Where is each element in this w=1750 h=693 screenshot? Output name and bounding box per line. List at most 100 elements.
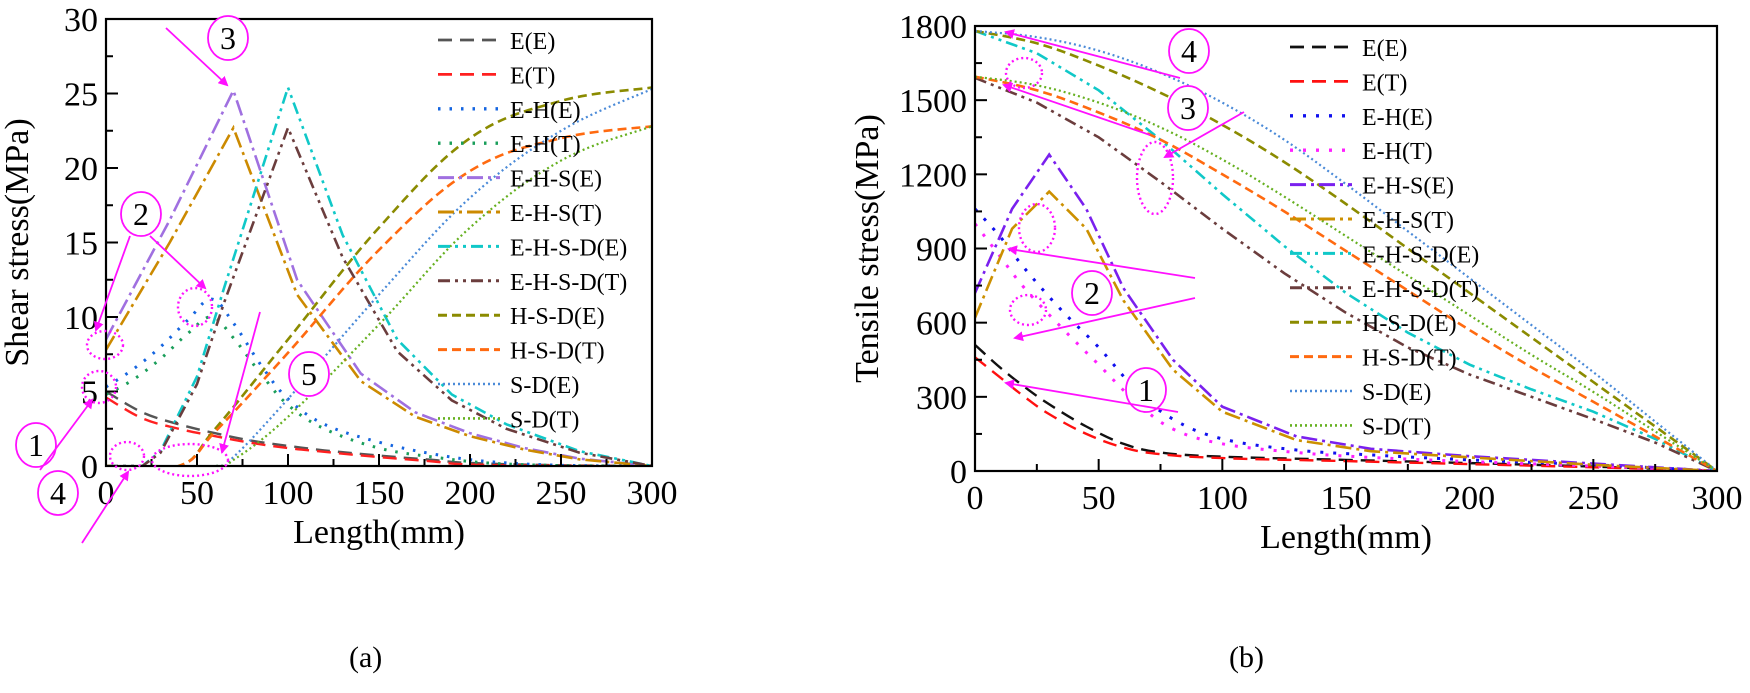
annotation-arrow — [1002, 82, 1151, 136]
legend-label: E(E) — [510, 29, 555, 55]
legend-item: H-S-D(E) — [438, 304, 605, 330]
y-tick-label: 300 — [916, 380, 967, 417]
panel-a-caption: (a) — [349, 641, 383, 674]
legend-label: E-H(E) — [510, 98, 581, 124]
legend-label: S-D(T) — [510, 407, 579, 433]
plot-frame — [973, 24, 1719, 473]
highlight-ring — [1017, 202, 1057, 254]
legend-item: E-H(T) — [438, 132, 581, 158]
legend-item: E-H-S-D(T) — [438, 270, 627, 296]
legend-label: H-S-D(E) — [510, 304, 605, 330]
annotation-marker-1: 1 — [15, 422, 57, 468]
annotation-arrow — [1004, 379, 1179, 413]
legend-item: E(T) — [1290, 70, 1407, 96]
x-tick-label: 50 — [1082, 480, 1116, 517]
y-tick-label: 1800 — [899, 9, 967, 46]
y-tick-label: 0 — [81, 449, 98, 486]
legend-label: H-S-D(T) — [1362, 346, 1457, 372]
y-tick-label: 1500 — [899, 83, 967, 120]
annotation-marker-5: 5 — [288, 351, 330, 397]
y-tick-label: 25 — [64, 77, 98, 114]
annotation-marker-2: 2 — [120, 191, 162, 237]
annotation-arrow — [94, 235, 131, 332]
legend-label: E-H-S(E) — [1362, 174, 1454, 200]
svg-text:5: 5 — [301, 356, 317, 392]
highlight-ring — [1008, 293, 1048, 327]
annotation-arrow — [1004, 29, 1181, 79]
legend-item: S-D(T) — [1290, 414, 1431, 440]
legend-item: E-H-S-D(T) — [1290, 277, 1479, 303]
legend-item: S-D(E) — [438, 373, 579, 399]
annotation-arrow — [1007, 245, 1196, 279]
series-line-et — [975, 356, 1717, 471]
legend-label: E-H-S-D(E) — [510, 235, 627, 261]
series-line-e-h-st — [975, 189, 1717, 471]
annotation-marker-3: 3 — [1167, 85, 1209, 131]
x-tick-label: 0 — [98, 475, 115, 512]
legend-label: E-H-S(E) — [510, 167, 602, 193]
annotation-arrow — [1013, 297, 1196, 342]
x-tick-label: 50 — [180, 475, 214, 512]
x-tick-label: 150 — [1321, 480, 1372, 517]
y-tick-label: 15 — [64, 226, 98, 263]
legend-item: E-H(T) — [1290, 139, 1433, 165]
y-tick-label: 20 — [64, 151, 98, 188]
annotation-marker-4: 4 — [1168, 28, 1210, 74]
x-tick-label: 150 — [354, 475, 405, 512]
legend-label: E-H-S-D(T) — [510, 270, 627, 296]
annotation-marker-4: 4 — [37, 470, 79, 516]
annotation-arrow — [39, 398, 94, 471]
legend: E(E) E(T) E-H(E) E-H(T) E-H-S(E) E-H-S(T) E-H-… — [1290, 36, 1479, 440]
y-tick-label: 0 — [950, 454, 967, 491]
x-tick-label: 250 — [1568, 480, 1619, 517]
series-line-h-s-dt — [106, 125, 652, 466]
x-tick-label: 100 — [263, 475, 314, 512]
series-line-e-h-se — [975, 152, 1717, 471]
chart-panel-a: 0 50 100 150 200 250 300 0 5 10 15 20 25 30 Length(mm)… — [0, 2, 678, 551]
annotation-marker-2: 2 — [1071, 270, 1113, 316]
svg-text:3: 3 — [220, 20, 236, 56]
legend-item: E-H-S-D(E) — [1290, 242, 1479, 268]
svg-text:1: 1 — [28, 427, 44, 463]
y-tick-label: 1200 — [899, 157, 967, 194]
annotations: 1 2 3 4 5 — [15, 15, 330, 544]
annotations: 1 2 3 4 — [1002, 28, 1245, 413]
series-line-e-ht — [106, 315, 652, 466]
x-tick-label: 100 — [1197, 480, 1248, 517]
series-line-h-s-de — [975, 29, 1717, 471]
legend-label: E(E) — [1362, 36, 1407, 62]
legend-label: H-S-D(T) — [510, 339, 605, 365]
legend-item: E-H-S(E) — [1290, 174, 1454, 200]
series-line-e-h-s-de — [975, 29, 1717, 471]
legend-item: H-S-D(T) — [438, 339, 605, 365]
y-tick-label: 10 — [64, 300, 98, 337]
y-tick-label: 900 — [916, 232, 967, 269]
series-line-h-s-dt — [975, 75, 1717, 471]
annotation-arrow — [81, 470, 130, 544]
legend-label: E-H-S(T) — [510, 201, 602, 227]
highlight-ring — [108, 440, 146, 472]
annotation-arrow — [1163, 111, 1245, 158]
legend-item: H-S-D(E) — [1290, 311, 1457, 337]
legend-item: E-H-S-D(E) — [438, 235, 627, 261]
legend-item: E-H(E) — [438, 98, 581, 124]
legend-label: S-D(E) — [1362, 380, 1431, 406]
x-tick-label: 300 — [1692, 480, 1743, 517]
highlight-ring — [176, 286, 214, 328]
legend-label: S-D(E) — [510, 373, 579, 399]
legend-item: S-D(E) — [1290, 380, 1431, 406]
series-line-s-de — [975, 29, 1717, 471]
series-line-s-dt — [975, 75, 1717, 471]
x-tick-label: 200 — [1444, 480, 1495, 517]
legend-label: E-H-S-D(T) — [1362, 277, 1479, 303]
legend-item: E-H-S(T) — [1290, 208, 1454, 234]
legend-item: H-S-D(T) — [1290, 346, 1457, 372]
highlight-ring — [150, 442, 230, 478]
svg-text:4: 4 — [50, 475, 66, 511]
series-line-e-h-s-dt — [975, 76, 1717, 471]
x-tick-label: 200 — [445, 475, 496, 512]
svg-text:3: 3 — [1180, 90, 1196, 126]
legend-label: E-H-S-D(E) — [1362, 242, 1479, 268]
